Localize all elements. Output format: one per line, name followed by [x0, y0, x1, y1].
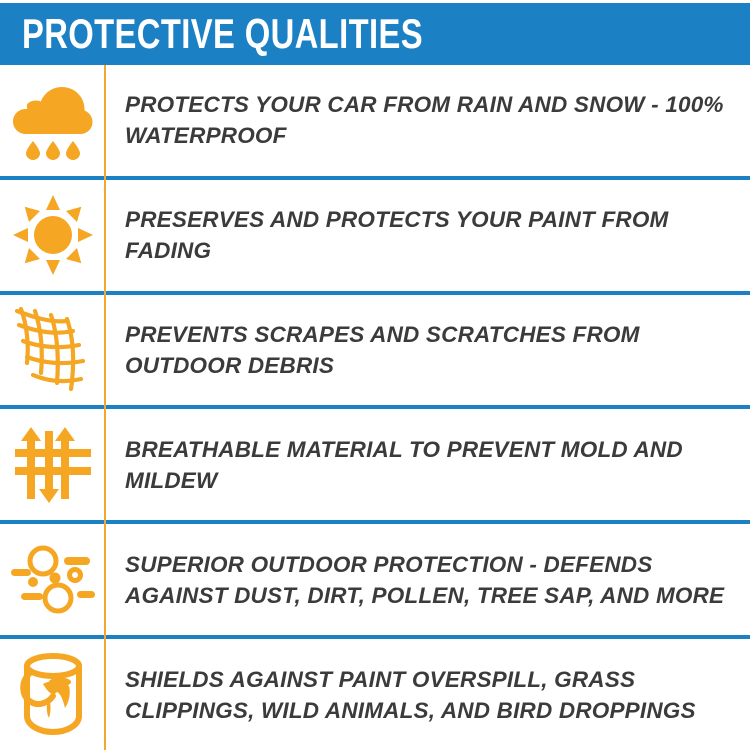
feature-text: SHIELDS AGAINST PAINT OVERSPILL, GRASS C…: [125, 666, 696, 723]
rain-cloud-icon: [12, 80, 94, 161]
row-vertical-divider: [104, 635, 106, 750]
breathable-airflow-arrows-icon: [13, 423, 93, 507]
row-vertical-divider: [104, 175, 106, 291]
row-vertical-divider: [104, 405, 106, 521]
dust-particles-icon: [9, 543, 97, 617]
icon-cell: [0, 524, 105, 635]
icon-cell: [0, 409, 105, 520]
paint-bucket-icon: [13, 652, 93, 738]
sun-icon: [12, 195, 93, 276]
text-cell: BREATHABLE MATERIAL TO PREVENT MOLD AND …: [105, 409, 750, 520]
feature-text: PROTECTS YOUR CAR FROM RAIN AND SNOW - 1…: [125, 92, 724, 149]
feature-text: BREATHABLE MATERIAL TO PREVENT MOLD AND …: [125, 436, 683, 493]
icon-cell: [0, 639, 105, 750]
text-cell: SUPERIOR OUTDOOR PROTECTION - DEFENDS AG…: [105, 524, 750, 635]
feature-text: SUPERIOR OUTDOOR PROTECTION - DEFENDS AG…: [125, 551, 725, 608]
torn-net-mesh-icon: [13, 305, 93, 395]
icon-cell: [0, 180, 105, 291]
feature-row: PROTECTS YOUR CAR FROM RAIN AND SNOW - 1…: [0, 65, 750, 176]
feature-row: SUPERIOR OUTDOOR PROTECTION - DEFENDS AG…: [0, 520, 750, 636]
text-cell: SHIELDS AGAINST PAINT OVERSPILL, GRASS C…: [105, 639, 750, 750]
row-vertical-divider: [104, 520, 106, 636]
header-banner: PROTECTIVE QUALITIES: [0, 3, 750, 65]
feature-text: PRESERVES AND PROTECTS YOUR PAINT FROM F…: [125, 207, 669, 264]
text-cell: PROTECTS YOUR CAR FROM RAIN AND SNOW - 1…: [105, 65, 750, 176]
page-title: PROTECTIVE QUALITIES: [22, 10, 423, 57]
feature-row: PREVENTS SCRAPES AND SCRATCHES FROM OUTD…: [0, 290, 750, 406]
text-cell: PRESERVES AND PROTECTS YOUR PAINT FROM F…: [105, 180, 750, 291]
feature-row: PRESERVES AND PROTECTS YOUR PAINT FROM F…: [0, 175, 750, 291]
feature-text: PREVENTS SCRAPES AND SCRATCHES FROM OUTD…: [125, 322, 640, 379]
feature-row: BREATHABLE MATERIAL TO PREVENT MOLD AND …: [0, 405, 750, 521]
row-vertical-divider: [104, 65, 106, 176]
feature-list: PROTECTS YOUR CAR FROM RAIN AND SNOW - 1…: [0, 65, 750, 750]
icon-cell: [0, 295, 105, 406]
text-cell: PREVENTS SCRAPES AND SCRATCHES FROM OUTD…: [105, 295, 750, 406]
feature-row: SHIELDS AGAINST PAINT OVERSPILL, GRASS C…: [0, 635, 750, 750]
row-vertical-divider: [104, 290, 106, 406]
icon-cell: [0, 65, 105, 176]
